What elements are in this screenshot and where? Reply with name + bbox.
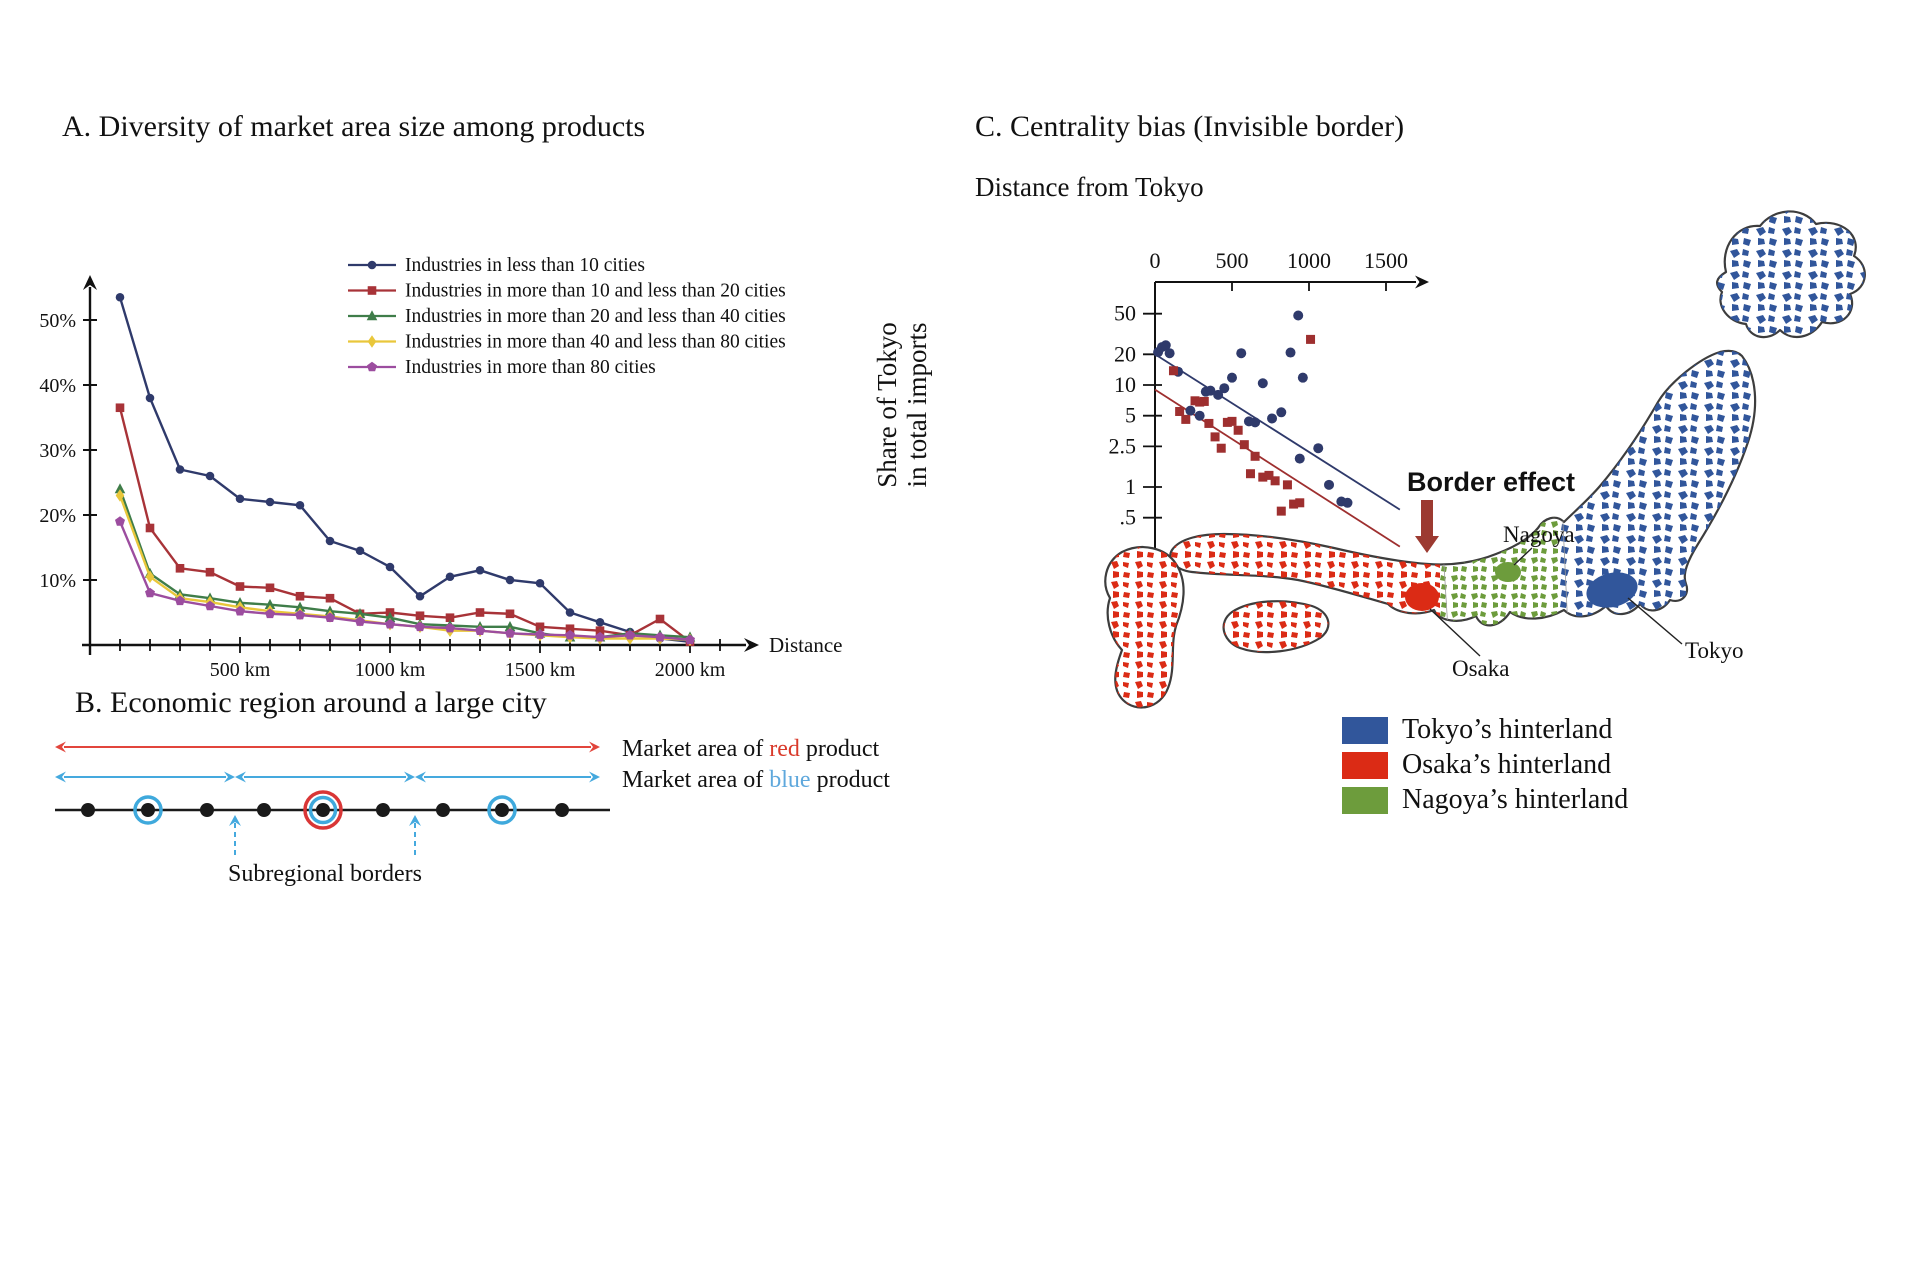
tokyo-share-scatter-plot: 0 500 1000 1500 50 20 10 5 2.5 1 .5 [1109, 248, 1429, 590]
series-line-square [118, 407, 691, 643]
subregional-borders-label: Subregional borders [228, 861, 422, 887]
nagoya-leader-line [1513, 547, 1533, 566]
nagoya-metro-blob [1495, 562, 1521, 582]
svg-text:Industries in less than 10 cit: Industries in less than 10 cities [405, 255, 645, 276]
market-area-line-chart: Distance 10% 20% 30% 40% 50% 500 km 1000 km 1500… [39, 255, 842, 681]
osaka-leader-line [1429, 608, 1481, 657]
x-axis-title: Distance from Tokyo [975, 172, 1204, 202]
svg-text:1000 km: 1000 km [355, 659, 426, 681]
series-line-pentagon [118, 521, 691, 641]
y-axis-title: Share of Tokyo in total imports [872, 322, 932, 488]
svg-text:50: 50 [1114, 301, 1136, 326]
svg-text:.5: .5 [1120, 505, 1137, 530]
osaka-hinterland-swatch [1342, 751, 1388, 779]
shikoku-hinterland-fill [1223, 601, 1329, 653]
svg-text:500: 500 [1216, 248, 1249, 273]
svg-text:5: 5 [1125, 403, 1136, 428]
svg-text:1500 km: 1500 km [505, 659, 576, 681]
blue-market-ring [487, 795, 517, 825]
map-legend: Tokyo’s hinterland Osaka’s hinterland Na… [1342, 716, 1628, 821]
city-dot [316, 803, 330, 817]
svg-text:20: 20 [1114, 341, 1136, 366]
svg-text:500 km: 500 km [210, 659, 271, 681]
nagoya-label: Nagoya [1503, 522, 1575, 547]
svg-text:Distance: Distance [769, 633, 842, 657]
city-dot [141, 803, 155, 817]
legend-row-osaka: Osaka’s hinterland [1342, 751, 1628, 779]
city-dot [555, 803, 569, 817]
osaka-label: Osaka [1452, 656, 1509, 681]
svg-text:Industries in more than 40 and: Industries in more than 40 and less than… [405, 332, 786, 353]
blue-market-ring [308, 795, 338, 825]
tokyo-metro-blob [1586, 572, 1638, 608]
hokkaido-hinterland-fill [1717, 211, 1865, 338]
svg-text:50%: 50% [39, 310, 76, 332]
legend-label: Tokyo’s hinterland [1402, 714, 1613, 745]
border-arrow-icon [409, 815, 421, 826]
market-area-red-label: Market area of red product [622, 736, 880, 762]
panel-c-title: C. Centrality bias (Invisible border) [975, 110, 1405, 143]
blue-market-ring [133, 795, 163, 825]
trend-line [1154, 353, 1401, 511]
japan-hinterland-map [1104, 210, 1866, 709]
diagram-graphics [55, 741, 610, 855]
economic-region-diagram: Market area of red product Market area o… [55, 736, 890, 887]
svg-text:2.5: 2.5 [1109, 433, 1137, 458]
svg-text:1000: 1000 [1287, 248, 1331, 273]
border-arrow-icon [229, 815, 241, 826]
city-dot [81, 803, 95, 817]
nagoya-hinterland-swatch [1342, 786, 1388, 814]
svg-text:20%: 20% [39, 505, 76, 527]
series-line-circle [118, 296, 691, 643]
tokyo-hinterland-swatch [1342, 716, 1388, 744]
series-line-diamond [118, 495, 691, 641]
svg-text:1500: 1500 [1364, 248, 1408, 273]
city-dot [257, 803, 271, 817]
legend-row-nagoya: Nagoya’s hinterland [1342, 786, 1628, 814]
city-dot [495, 803, 509, 817]
panel-a-title: A. Diversity of market area size among p… [62, 110, 646, 143]
svg-text:Industries in more than 10 and: Industries in more than 10 and less than… [405, 281, 786, 302]
osaka-metro-blob [1405, 583, 1439, 611]
red-word: red [769, 736, 800, 762]
svg-text:30%: 30% [39, 440, 76, 462]
legend-row-tokyo: Tokyo’s hinterland [1342, 716, 1628, 744]
svg-text:Industries in more than 80 cit: Industries in more than 80 cities [405, 357, 656, 378]
svg-text:10%: 10% [39, 570, 76, 592]
legend-label: Nagoya’s hinterland [1402, 784, 1629, 815]
tokyo-leader-line [1627, 597, 1683, 645]
svg-text:in total imports: in total imports [902, 323, 932, 488]
panel-b-title: B. Economic region around a large city [75, 686, 547, 719]
tokyo-label: Tokyo [1685, 638, 1743, 663]
svg-text:Share of Tokyo: Share of Tokyo [872, 322, 902, 488]
svg-text:2000 km: 2000 km [655, 659, 726, 681]
svg-text:10: 10 [1114, 372, 1136, 397]
svg-text:0: 0 [1150, 248, 1161, 273]
city-dot [436, 803, 450, 817]
border-effect-arrow-icon [1415, 500, 1439, 553]
centrality-bias-panel: Distance from Tokyo Share of Tokyo in to… [872, 172, 1866, 709]
svg-text:40%: 40% [39, 375, 76, 397]
border-effect-label: Border effect [1407, 467, 1575, 497]
market-area-blue-label: Market area of blue product [622, 767, 890, 793]
svg-text:1: 1 [1125, 474, 1136, 499]
city-dot [200, 803, 214, 817]
red-market-ring [303, 790, 343, 830]
blue-word: blue [769, 767, 810, 793]
legend-label: Osaka’s hinterland [1402, 749, 1612, 780]
city-dot [376, 803, 390, 817]
svg-text:Industries in more than 20 and: Industries in more than 20 and less than… [405, 306, 786, 327]
